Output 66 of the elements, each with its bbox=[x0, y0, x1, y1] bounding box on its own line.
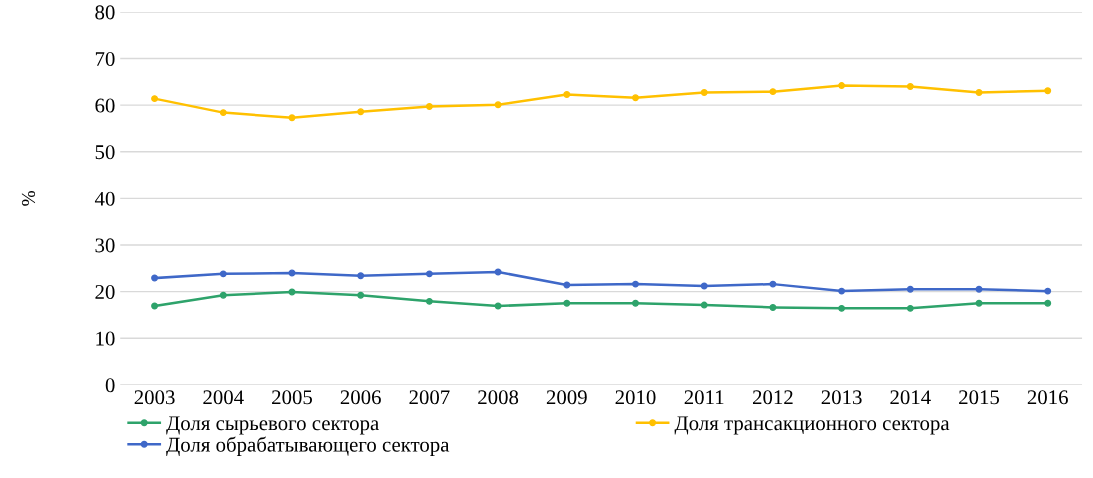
x-tick-label: 2013 bbox=[821, 390, 862, 405]
y-tick-label: 30 bbox=[95, 238, 115, 253]
legend-label: Доля сырьевого сектора bbox=[166, 416, 379, 435]
point bbox=[1044, 287, 1052, 295]
point bbox=[769, 280, 777, 288]
point bbox=[494, 302, 502, 310]
y-axis-title: % bbox=[21, 190, 36, 206]
point bbox=[906, 83, 914, 90]
x-tick-label: 2012 bbox=[752, 390, 793, 405]
point bbox=[563, 281, 571, 289]
x-tick-label: 2009 bbox=[546, 390, 587, 405]
point bbox=[632, 280, 639, 288]
x-tick-label: 2007 bbox=[409, 390, 450, 405]
y-tick-label: 80 bbox=[95, 5, 115, 20]
point bbox=[632, 94, 639, 102]
y-tick-label: 50 bbox=[95, 145, 115, 160]
point bbox=[357, 291, 365, 299]
point bbox=[357, 272, 365, 280]
x-tick-label: 2004 bbox=[203, 390, 244, 405]
y-tick-label: 20 bbox=[95, 284, 115, 300]
point bbox=[769, 88, 777, 96]
x-tick-label: 2008 bbox=[478, 390, 519, 405]
point bbox=[494, 101, 502, 109]
point bbox=[219, 291, 227, 299]
point bbox=[563, 299, 571, 307]
x-tick-label: 2010 bbox=[615, 390, 656, 405]
point bbox=[425, 270, 433, 278]
y-tick-label: 0 bbox=[105, 378, 115, 393]
point bbox=[838, 304, 846, 312]
point bbox=[425, 103, 433, 111]
x-tick-label: 2005 bbox=[272, 390, 313, 405]
point bbox=[1044, 299, 1052, 307]
point bbox=[563, 90, 571, 98]
x-tick-label: 2003 bbox=[134, 390, 175, 405]
point bbox=[838, 82, 846, 90]
y-tick-label: 70 bbox=[95, 51, 115, 66]
x-tick-label: 2016 bbox=[1027, 390, 1068, 405]
point bbox=[975, 89, 983, 97]
point bbox=[975, 285, 983, 293]
point bbox=[700, 89, 708, 97]
legend-label: Доля трансакционного сектора bbox=[674, 416, 950, 435]
point bbox=[357, 108, 365, 116]
point bbox=[975, 299, 983, 307]
y-tick-label: 10 bbox=[96, 331, 115, 346]
x-tick-label: 2015 bbox=[959, 390, 1000, 405]
point bbox=[906, 285, 914, 293]
point bbox=[219, 109, 227, 117]
point bbox=[288, 114, 296, 122]
x-tick-label: 2006 bbox=[340, 390, 381, 405]
legend-label: Доля обрабатывающего сектора bbox=[166, 436, 450, 456]
point bbox=[151, 274, 159, 282]
x-tick-label: 2011 bbox=[684, 390, 724, 405]
point bbox=[906, 304, 914, 312]
point bbox=[700, 301, 708, 309]
point bbox=[425, 297, 433, 305]
point bbox=[151, 302, 159, 310]
point bbox=[1044, 87, 1052, 95]
point bbox=[219, 270, 227, 278]
point bbox=[838, 287, 846, 295]
point bbox=[769, 303, 777, 311]
y-tick-label: 40 bbox=[94, 191, 115, 206]
point bbox=[632, 299, 639, 307]
point bbox=[700, 282, 708, 290]
x-tick-label: 2014 bbox=[890, 390, 931, 405]
point bbox=[151, 95, 159, 103]
y-tick-label: 60 bbox=[95, 98, 115, 113]
